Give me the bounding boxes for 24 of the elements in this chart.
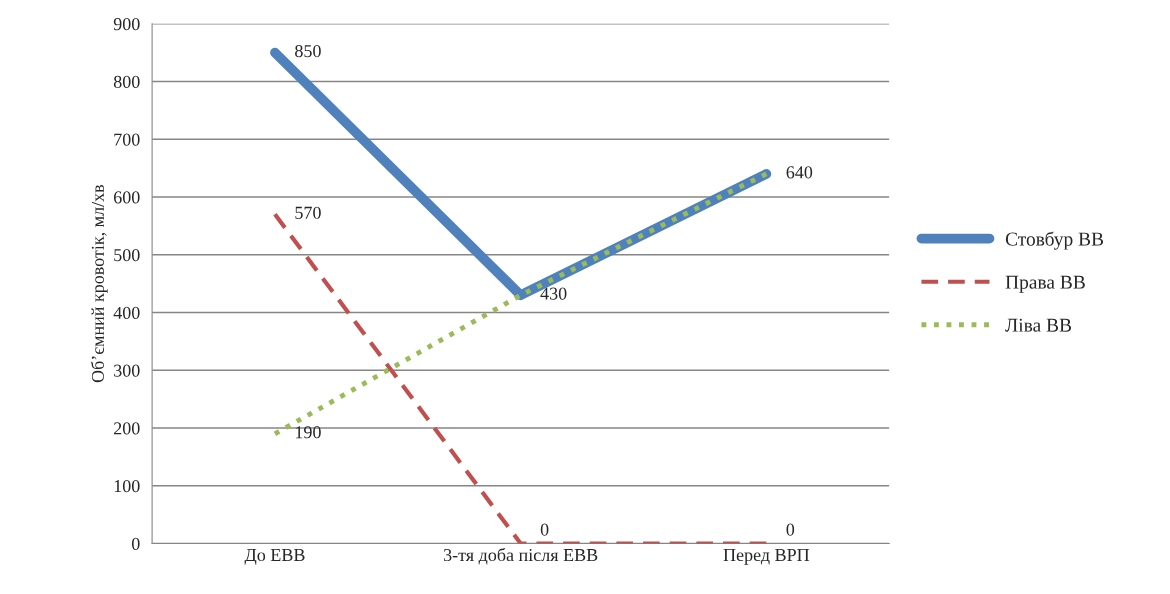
y-tick-label: 300 [114,364,140,377]
data-label: 570 [295,206,321,219]
x-tick-label: 3-тя доба після ЕВВ [443,548,598,565]
y-tick-label: 700 [114,133,140,146]
y-tick-label: 0 [131,537,140,550]
y-tick-label: 500 [114,249,140,262]
data-label: 430 [540,287,567,300]
legend-label: Стовбур ВВ [1005,231,1104,250]
legend-label: Ліва ВВ [1005,318,1072,332]
y-tick-label: 900 [113,18,140,31]
y-axis-title: Об’ємний кровотік, мл/хв [90,184,108,383]
data-label: 0 [786,523,795,536]
y-tick-label: 400 [113,306,140,319]
y-tick-label: 200 [114,422,140,435]
data-label: 190 [295,426,321,439]
data-label: 640 [786,166,813,179]
legend-label: Права ВВ [1005,275,1085,293]
y-tick-label: 800 [113,75,140,88]
y-tick-label: 600 [113,191,140,204]
data-label: 0 [540,523,549,536]
data-label: 850 [295,44,321,58]
y-tick-label: 100 [114,480,140,493]
x-tick-label: Перед ВРП [723,549,810,565]
x-tick-label: До ЕВВ [244,549,305,565]
